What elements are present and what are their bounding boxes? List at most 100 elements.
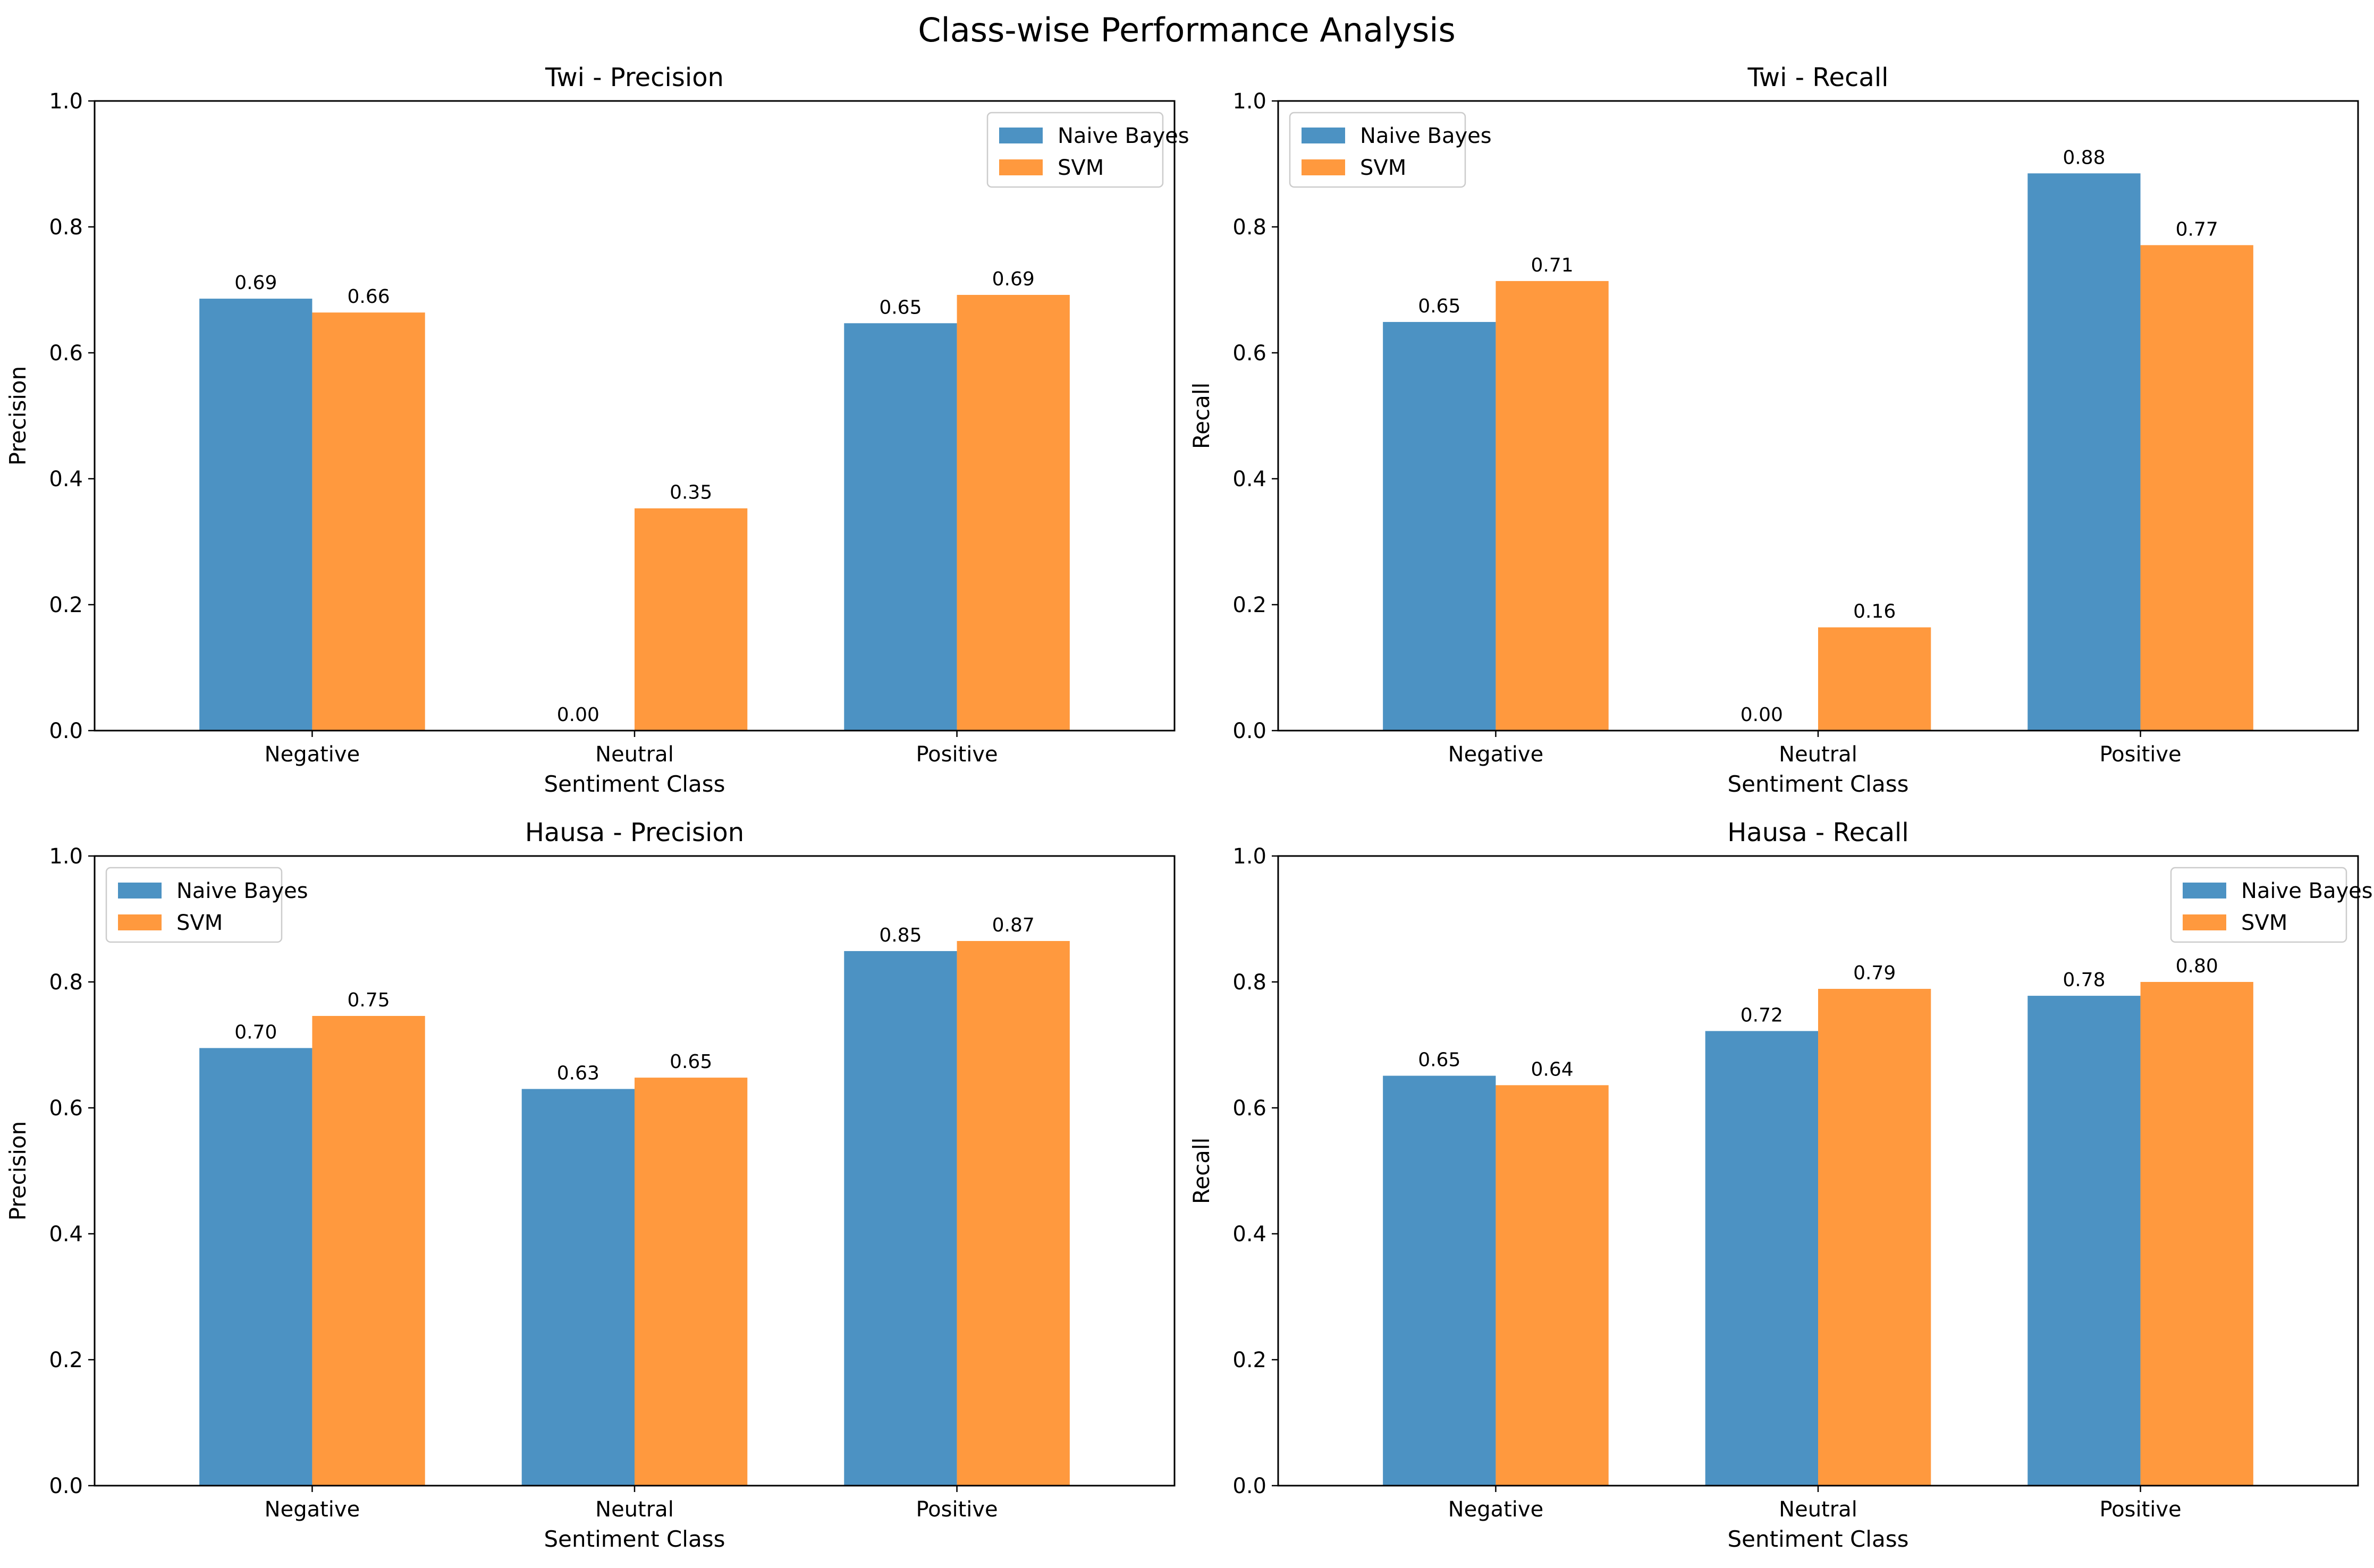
x-tick-label: Neutral	[1779, 742, 1857, 767]
bar-svm-positive	[957, 294, 1070, 731]
subplot-title: Twi - Precision	[545, 63, 724, 92]
y-tick-label: 0.6	[1232, 341, 1266, 366]
data-label: 0.87	[992, 914, 1035, 936]
x-tick-label: Negative	[265, 742, 360, 767]
data-label: 0.66	[348, 286, 390, 308]
bar-svm-negative	[1496, 281, 1609, 731]
x-axis-label: Sentiment Class	[544, 1526, 725, 1552]
data-label: 0.79	[1853, 962, 1896, 984]
x-axis-label: Sentiment Class	[1728, 771, 1909, 797]
data-label: 0.00	[557, 704, 599, 726]
bar-svm-positive	[2140, 982, 2253, 1486]
legend-label: SVM	[1058, 156, 1104, 180]
data-label: 0.88	[2063, 147, 2105, 168]
y-tick-label: 0.8	[49, 215, 83, 240]
data-label: 0.85	[879, 925, 922, 946]
bar-naive-bayes-positive	[2027, 996, 2141, 1486]
y-tick-label: 0.4	[1232, 467, 1266, 491]
bar-svm-positive	[2140, 245, 2253, 731]
subplot-title: Hausa - Recall	[1727, 818, 1908, 847]
data-label: 0.00	[1741, 704, 1783, 726]
data-label: 0.80	[2176, 955, 2218, 977]
bar-naive-bayes-neutral	[521, 1089, 635, 1486]
bar-naive-bayes-positive	[844, 323, 957, 731]
bar-svm-neutral	[1818, 989, 1931, 1486]
legend-swatch	[118, 914, 162, 930]
legend-label: Naive Bayes	[2241, 879, 2373, 903]
x-tick-label: Negative	[1448, 1497, 1544, 1522]
data-label: 0.69	[234, 272, 277, 294]
y-tick-label: 0.0	[49, 719, 83, 743]
bar-naive-bayes-neutral	[1705, 1031, 1818, 1486]
y-tick-label: 0.0	[1232, 1474, 1266, 1498]
bar-svm-positive	[957, 940, 1070, 1486]
y-tick-label: 1.0	[49, 844, 83, 869]
y-tick-label: 0.0	[1232, 719, 1266, 743]
y-tick-label: 0.0	[49, 1474, 83, 1498]
figure-title: Class-wise Performance Analysis	[918, 11, 1456, 49]
data-label: 0.72	[1741, 1004, 1783, 1026]
x-tick-label: Neutral	[1779, 1497, 1857, 1522]
bar-svm-neutral	[635, 508, 748, 731]
data-label: 0.75	[348, 989, 390, 1011]
data-label: 0.77	[2176, 218, 2218, 240]
x-axis-label: Sentiment Class	[1728, 1526, 1909, 1552]
x-tick-label: Negative	[265, 1497, 360, 1522]
legend-label: SVM	[176, 911, 223, 935]
x-tick-label: Neutral	[595, 1497, 674, 1522]
data-label: 0.65	[879, 296, 922, 318]
x-tick-label: Positive	[916, 1497, 998, 1522]
y-tick-label: 0.2	[1232, 593, 1266, 617]
data-label: 0.16	[1853, 601, 1896, 623]
bar-naive-bayes-negative	[1383, 321, 1496, 731]
data-label: 0.71	[1531, 255, 1574, 276]
y-tick-label: 0.6	[49, 1096, 83, 1121]
legend-swatch	[118, 883, 162, 899]
legend: Naive Bayes SVM	[105, 867, 308, 943]
bar-svm-neutral	[635, 1078, 748, 1486]
bar-svm-neutral	[1818, 627, 1931, 731]
subplot-3: 0.70 0.63 0.85 0.75 0.65 0.87 0.0 0.2 0.4 0.6 0.8 1…	[5, 818, 1176, 1552]
subplot-2: 0.65 0.00 0.88 0.71 0.16 0.77 0.0 0.2 0.4 0.6 0.8 1…	[1188, 63, 2359, 797]
subplot-4: 0.65 0.72 0.78 0.64 0.79 0.80 0.0 0.2 0.4 0.6 0.8 1…	[1188, 818, 2373, 1552]
legend-swatch	[1302, 159, 1345, 175]
legend-swatch	[1302, 128, 1345, 143]
y-axis-label: Precision	[5, 1121, 31, 1221]
y-tick-label: 1.0	[1232, 89, 1266, 114]
y-axis-label: Precision	[5, 366, 31, 465]
y-tick-label: 0.8	[49, 970, 83, 995]
subplot-title: Hausa - Precision	[525, 818, 744, 847]
data-label: 0.63	[557, 1062, 599, 1084]
y-tick-label: 0.4	[49, 1222, 83, 1247]
y-tick-label: 0.6	[49, 341, 83, 366]
y-tick-label: 0.8	[1232, 215, 1266, 240]
x-axis-label: Sentiment Class	[544, 771, 725, 797]
x-tick-label: Neutral	[595, 742, 674, 767]
y-axis-label: Recall	[1188, 1138, 1214, 1204]
y-tick-label: 0.4	[1232, 1222, 1266, 1247]
legend-swatch	[2183, 883, 2226, 899]
data-label: 0.70	[234, 1021, 277, 1043]
bar-naive-bayes-negative	[199, 1048, 312, 1486]
subplots: 0.69 0.00 0.65 0.66 0.35 0.69 0.0 0.2 0.4 0.6 0.8 1…	[5, 63, 2373, 1552]
y-tick-label: 0.2	[49, 1348, 83, 1372]
legend-label: SVM	[2241, 911, 2287, 935]
y-tick-label: 0.6	[1232, 1096, 1266, 1121]
data-label: 0.65	[670, 1051, 712, 1073]
bar-naive-bayes-negative	[1383, 1075, 1496, 1486]
y-tick-label: 0.4	[49, 467, 83, 491]
bar-svm-negative	[312, 1015, 425, 1486]
legend: Naive Bayes SVM	[986, 112, 1189, 188]
y-axis-label: Recall	[1188, 383, 1214, 449]
bar-naive-bayes-positive	[844, 951, 957, 1486]
x-tick-label: Positive	[916, 742, 998, 767]
data-label: 0.69	[992, 268, 1035, 290]
x-tick-label: Positive	[2099, 742, 2181, 767]
data-label: 0.65	[1418, 295, 1460, 317]
legend-swatch	[999, 159, 1043, 175]
x-tick-label: Positive	[2099, 1497, 2181, 1522]
data-label: 0.65	[1418, 1049, 1460, 1071]
data-label: 0.35	[670, 482, 712, 504]
subplot-title: Twi - Recall	[1747, 63, 1888, 92]
